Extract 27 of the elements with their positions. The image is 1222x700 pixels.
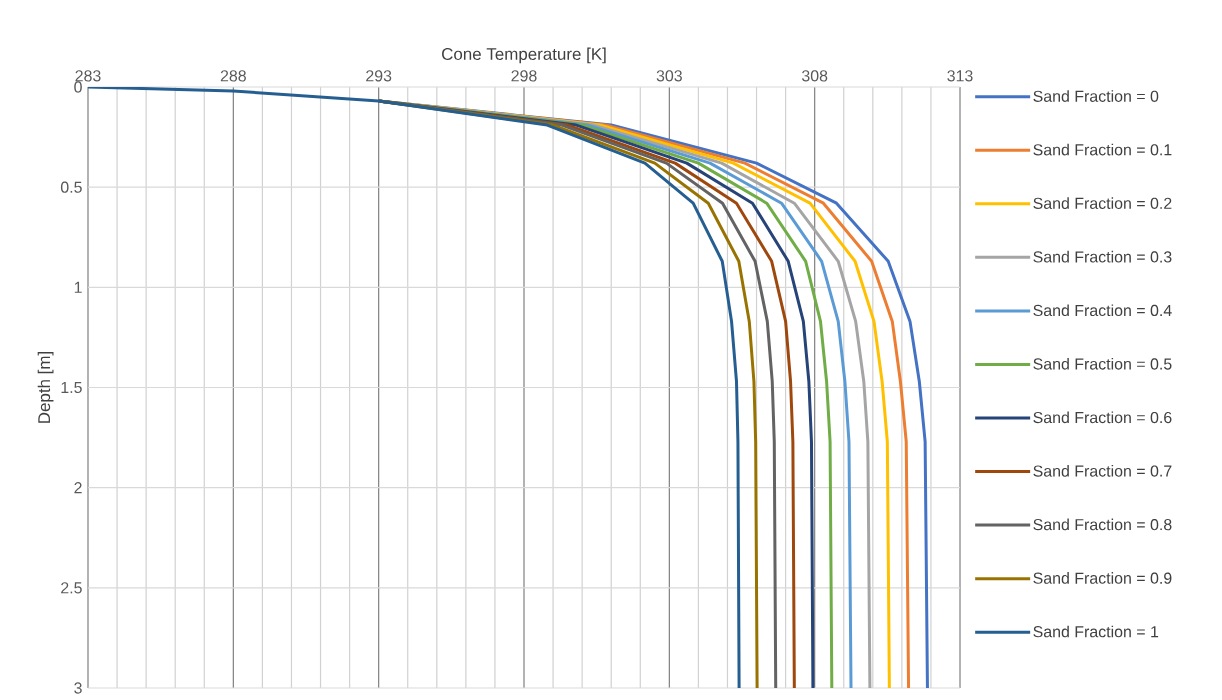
legend-label: Sand Fraction = 0.6: [1033, 411, 1172, 424]
y-tick-label: 2: [74, 482, 82, 494]
legend-label: Sand Fraction = 0.5: [1033, 357, 1172, 370]
legend-label: Sand Fraction = 1: [1033, 625, 1159, 638]
x-tick-label: 308: [801, 70, 828, 82]
x-tick-label: 298: [511, 70, 537, 82]
legend-label: Sand Fraction = 0.4: [1033, 304, 1172, 317]
legend-label: Sand Fraction = 0: [1033, 90, 1159, 102]
y-tick-label: 0.5: [60, 181, 82, 193]
legend-label: Sand Fraction = 0.9: [1033, 572, 1172, 584]
x-axis-title: Cone Temperature [K]: [442, 47, 606, 64]
x-tick-label: 288: [220, 70, 246, 82]
legend-label: Sand Fraction = 0.8: [1033, 518, 1172, 531]
legend-label: Sand Fraction = 0.3: [1033, 250, 1172, 263]
x-tick-label: 293: [366, 70, 392, 82]
x-tick-label: 283: [75, 70, 101, 82]
legend-label: Sand Fraction = 0.2: [1033, 197, 1172, 209]
legend-label: Sand Fraction = 0.1: [1033, 143, 1172, 156]
y-axis-title: Depth [m]: [37, 352, 54, 423]
y-tick-label: 0: [74, 81, 82, 93]
y-tick-label: 1.5: [61, 381, 82, 394]
y-tick-label: 2.5: [61, 582, 82, 594]
legend-label: Sand Fraction = 0.7: [1033, 465, 1172, 477]
x-tick-label: 303: [656, 70, 682, 82]
y-tick-label: 1: [74, 281, 82, 293]
x-tick-label: 313: [947, 70, 973, 82]
y-tick-label: 3: [74, 682, 82, 694]
